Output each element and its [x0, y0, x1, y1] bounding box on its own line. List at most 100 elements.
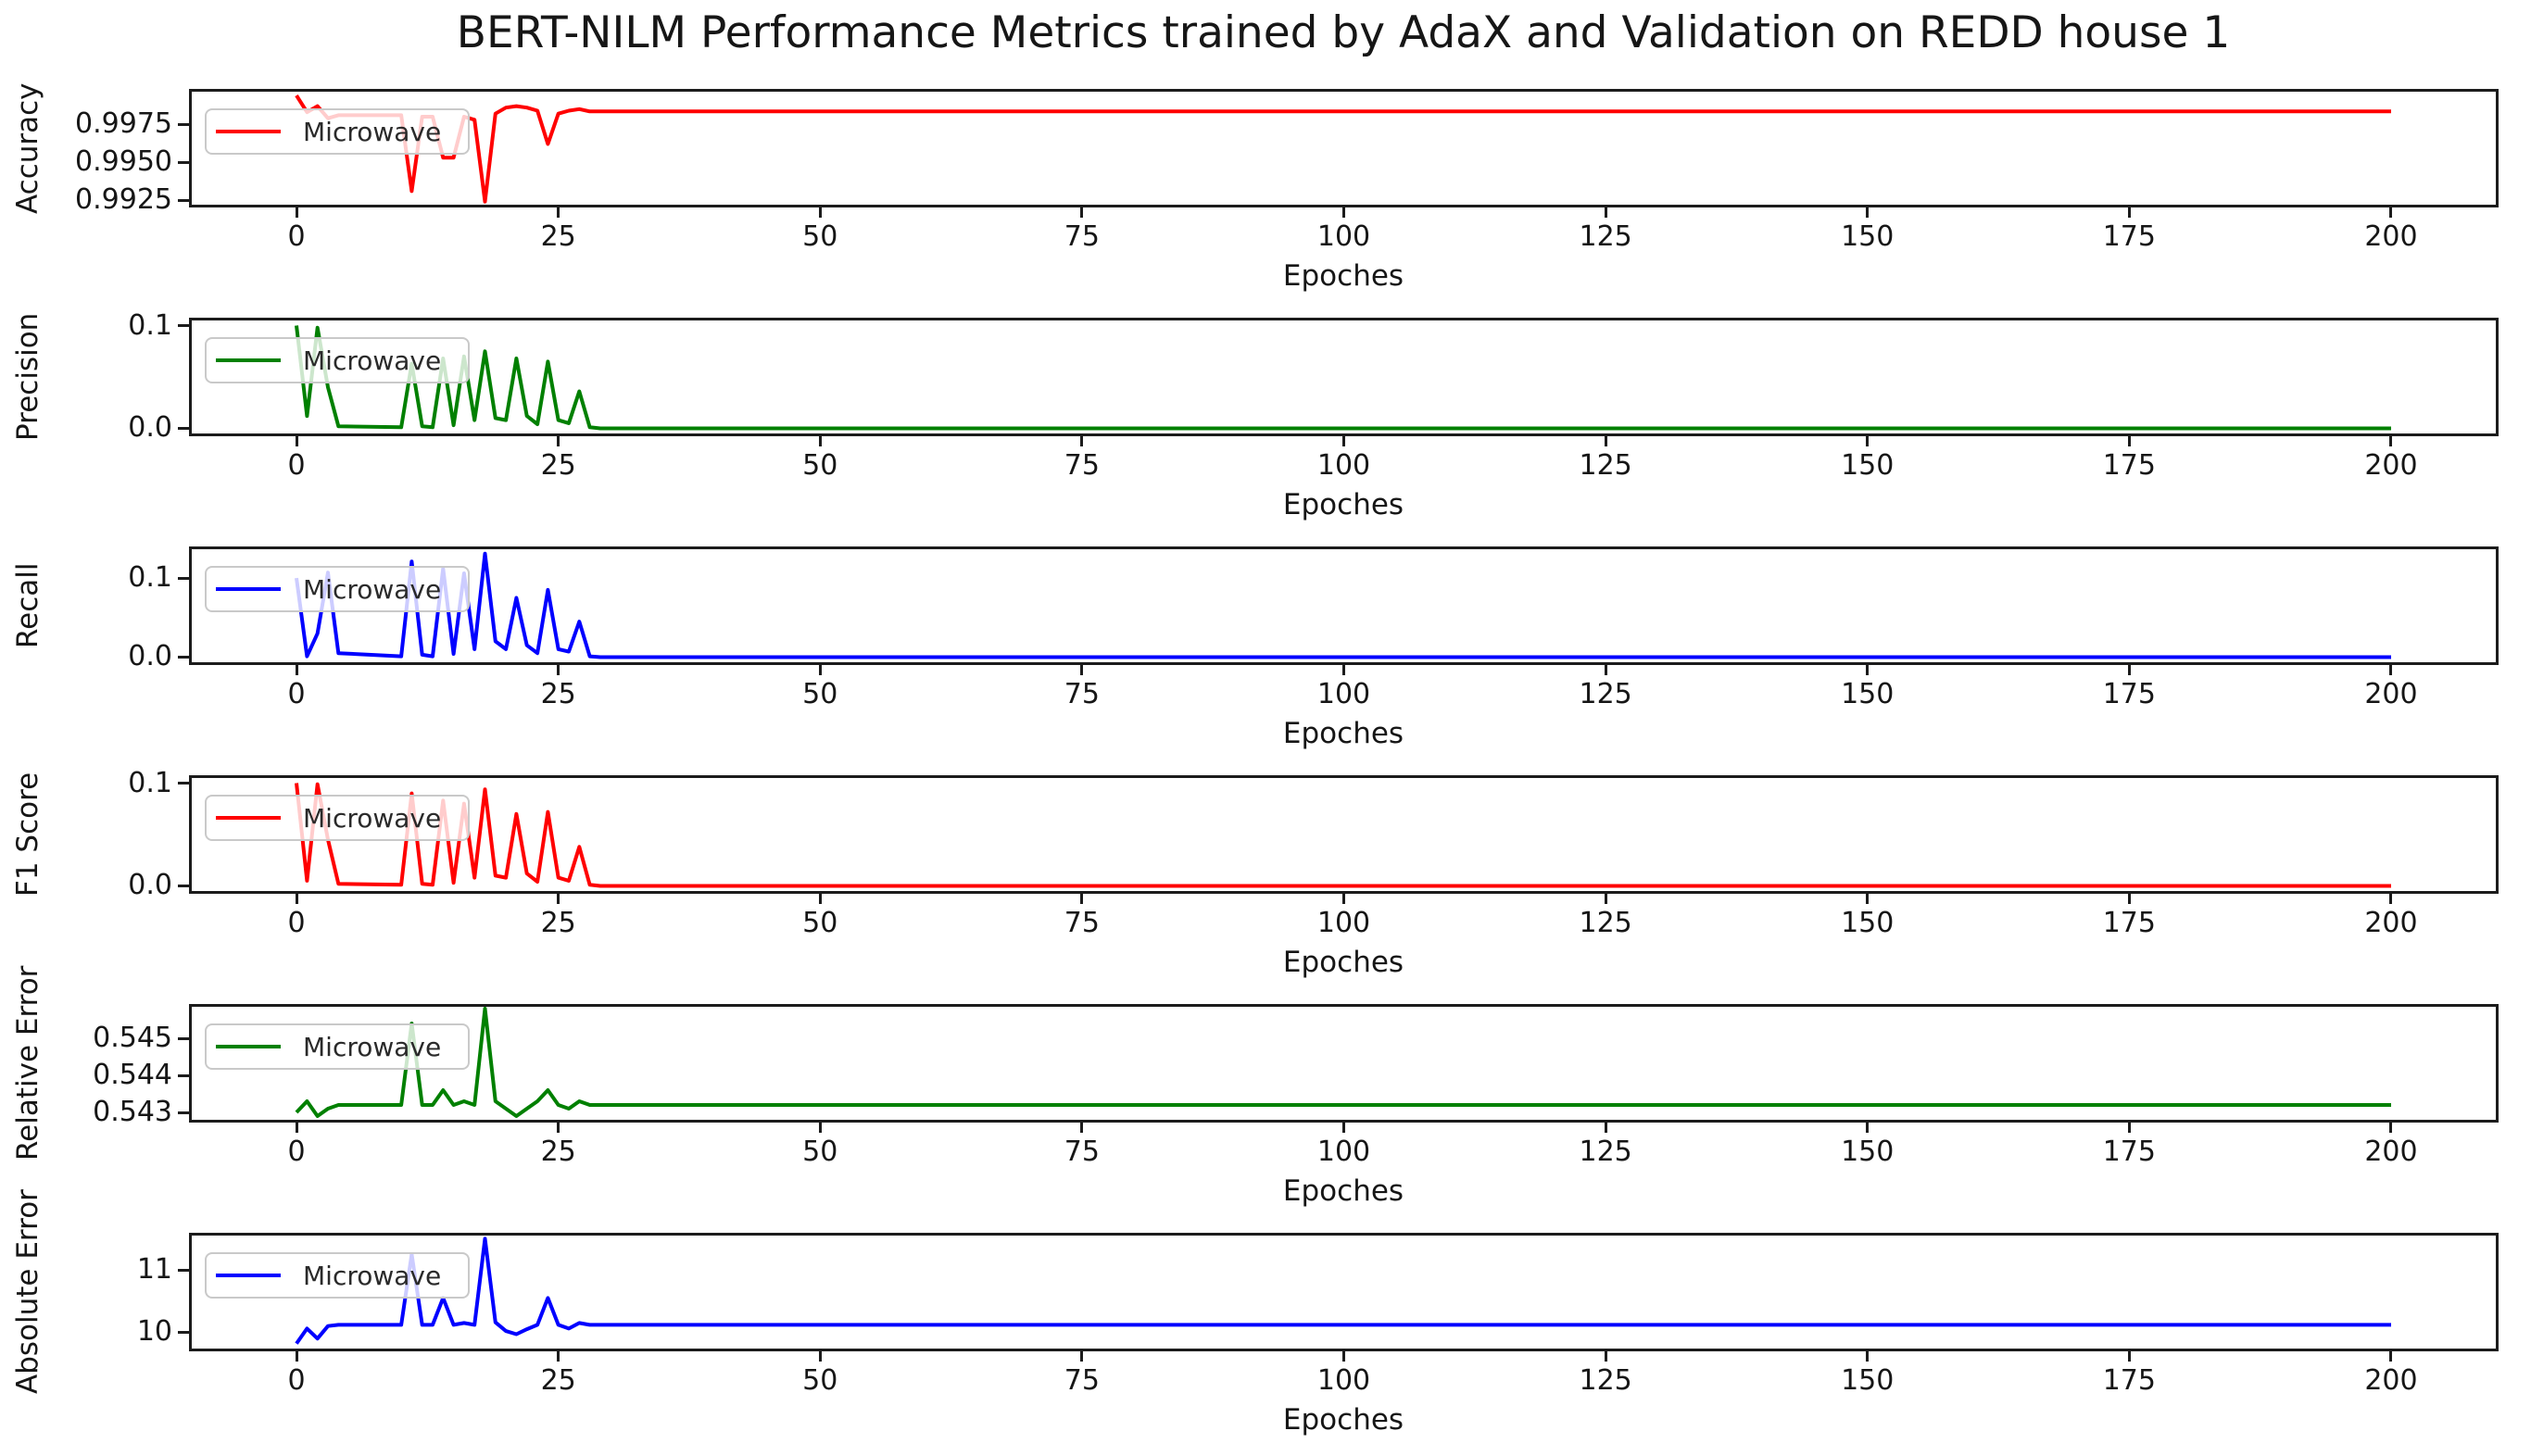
x-tick-mark — [295, 894, 298, 904]
line-chart — [295, 551, 2391, 659]
legend-label: Microwave — [303, 802, 442, 834]
x-tick-label: 100 — [1316, 907, 1371, 939]
x-tick-label: 200 — [2364, 907, 2418, 939]
x-tick-mark — [1080, 894, 1084, 904]
x-tick-label: 175 — [2102, 678, 2156, 710]
series-line-microwave — [295, 551, 2391, 659]
x-tick-label: 100 — [1316, 1364, 1371, 1397]
x-tick-mark — [295, 1123, 298, 1133]
x-tick-mark — [2127, 665, 2131, 675]
y-tick-label: 0.0 — [128, 640, 172, 673]
x-axis-label: Epoches — [1282, 1174, 1404, 1208]
y-tick-mark — [178, 122, 189, 126]
x-tick-mark — [818, 665, 822, 675]
x-tick-mark — [818, 436, 822, 446]
x-tick-mark — [1604, 1123, 1607, 1133]
x-tick-label: 0 — [287, 449, 306, 482]
x-tick-mark — [557, 894, 560, 904]
y-tick-label: 0.1 — [128, 308, 172, 342]
x-tick-label: 50 — [802, 449, 838, 482]
y-tick-label: 10 — [136, 1315, 172, 1349]
x-tick-mark — [295, 1351, 298, 1362]
x-tick-mark — [2389, 665, 2393, 675]
legend: Microwave — [205, 1023, 470, 1070]
x-tick-label: 0 — [287, 1364, 306, 1397]
x-tick-label: 75 — [1064, 907, 1100, 939]
x-tick-mark — [1866, 665, 1870, 675]
x-tick-mark — [2389, 436, 2393, 446]
legend-line-sample — [216, 587, 281, 591]
x-tick-label: 100 — [1316, 1136, 1371, 1168]
x-tick-label: 125 — [1579, 678, 1632, 710]
x-tick-mark — [1866, 894, 1870, 904]
y-tick-label: 11 — [136, 1253, 172, 1287]
x-tick-label: 125 — [1579, 907, 1632, 939]
x-tick-mark — [1342, 1351, 1345, 1362]
x-tick-label: 25 — [540, 220, 576, 253]
x-tick-mark — [1604, 436, 1607, 446]
legend: Microwave — [205, 337, 470, 383]
y-tick-label: 0.9975 — [75, 107, 172, 141]
x-tick-label: 25 — [540, 678, 576, 710]
x-tick-mark — [2127, 1351, 2131, 1362]
plot-area: Microwave — [189, 318, 2499, 436]
x-tick-label: 25 — [540, 907, 576, 939]
plot-area: Microwave — [189, 1004, 2499, 1123]
x-tick-mark — [818, 1123, 822, 1133]
legend-line-sample — [216, 358, 281, 362]
y-tick-label: 0.545 — [93, 1022, 172, 1054]
x-tick-mark — [295, 207, 298, 218]
x-tick-label: 175 — [2102, 1136, 2156, 1168]
series-line-microwave — [295, 1007, 2391, 1118]
x-tick-mark — [1342, 1123, 1345, 1133]
y-tick-mark — [178, 1330, 189, 1334]
x-tick-label: 150 — [1841, 907, 1895, 939]
x-tick-label: 0 — [287, 1136, 306, 1168]
x-tick-label: 125 — [1579, 1364, 1632, 1397]
x-tick-label: 0 — [287, 678, 306, 710]
legend: Microwave — [205, 795, 470, 841]
x-tick-mark — [818, 207, 822, 218]
x-tick-mark — [1604, 894, 1607, 904]
legend-line-sample — [216, 1274, 281, 1277]
x-tick-label: 200 — [2364, 1136, 2418, 1168]
x-tick-mark — [1604, 1351, 1607, 1362]
x-tick-label: 125 — [1579, 449, 1632, 482]
legend-label: Microwave — [303, 1260, 442, 1291]
y-tick-mark — [178, 426, 189, 430]
series-line-microwave — [295, 94, 2391, 204]
legend-line-sample — [216, 816, 281, 820]
x-tick-mark — [2389, 1351, 2393, 1362]
x-tick-mark — [557, 1123, 560, 1133]
x-tick-mark — [2127, 1123, 2131, 1133]
x-tick-mark — [1080, 665, 1084, 675]
figure-title: BERT-NILM Performance Metrics trained by… — [456, 7, 2231, 58]
x-tick-mark — [557, 1351, 560, 1362]
y-tick-mark — [178, 198, 189, 202]
x-tick-label: 0 — [287, 220, 306, 253]
y-tick-mark — [178, 1268, 189, 1272]
subplot-absolute-error: Absolute Error Microwave Epoches 10 11 0 25… — [0, 1190, 2531, 1456]
x-tick-mark — [818, 1351, 822, 1362]
y-tick-mark — [178, 1073, 189, 1077]
x-tick-mark — [1604, 665, 1607, 675]
x-tick-label: 50 — [802, 220, 838, 253]
x-tick-mark — [818, 894, 822, 904]
legend-label: Microwave — [303, 116, 442, 147]
x-tick-label: 50 — [802, 1136, 838, 1168]
x-tick-label: 75 — [1064, 449, 1100, 482]
line-chart — [295, 1007, 2391, 1118]
x-tick-label: 50 — [802, 907, 838, 939]
x-tick-label: 150 — [1841, 678, 1895, 710]
y-tick-mark — [178, 782, 189, 785]
x-tick-mark — [557, 436, 560, 446]
subplot-precision: Precision Microwave Epoches 0.0 0.1 0 25 50 7… — [0, 309, 2531, 546]
y-tick-label: 0.543 — [93, 1096, 172, 1128]
subplot-accuracy: Accuracy Microwave Epoches 0.9925 0.9950 0… — [0, 82, 2531, 318]
x-tick-mark — [1342, 894, 1345, 904]
x-tick-label: 100 — [1316, 220, 1371, 253]
plot-area: Microwave — [189, 89, 2499, 207]
x-tick-label: 175 — [2102, 449, 2156, 482]
x-tick-label: 25 — [540, 1136, 576, 1168]
subplot-f1-score: F1 Score Microwave Epoches 0.0 0.1 0 25 50 75… — [0, 767, 2531, 1004]
